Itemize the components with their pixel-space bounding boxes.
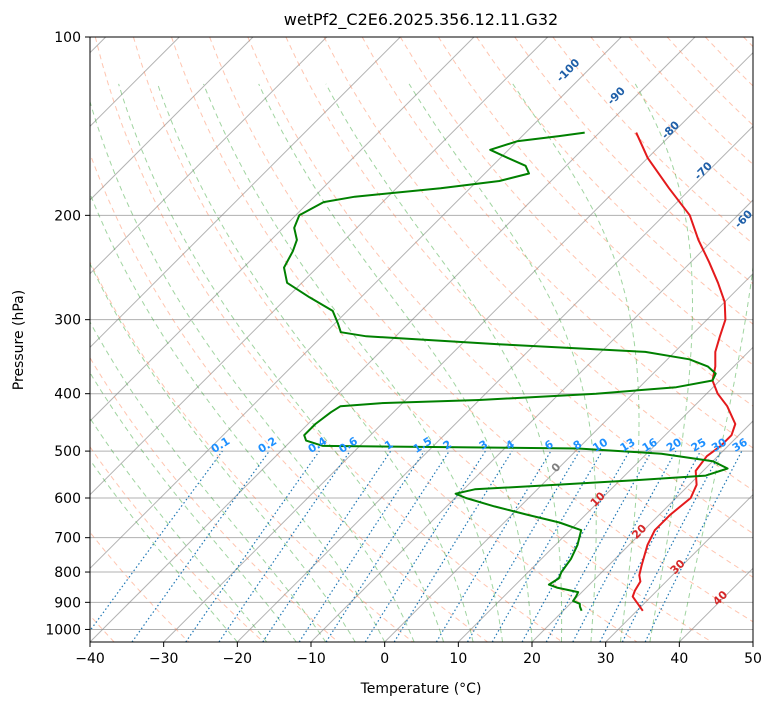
isotherm--10 [310, 199, 753, 642]
x-tick-label: 50 [744, 651, 762, 667]
profile-line-dewpoint [283, 131, 729, 612]
dry-adiabat [399, 37, 753, 407]
isotherm--90 [90, 37, 328, 275]
moist-adiabat [408, 83, 597, 642]
isotherm--60 [90, 37, 549, 496]
isotherm-10 [457, 346, 753, 642]
isotherm-30 [605, 493, 753, 642]
y-tick-label: 800 [54, 565, 81, 581]
x-tick-label: 30 [597, 651, 615, 667]
x-tick-label: 20 [523, 651, 541, 667]
x-axis-label: Temperature (°C) [360, 681, 482, 697]
profile-line-temperature [631, 132, 737, 612]
y-tick-label: 200 [54, 208, 81, 224]
moist-adiabat [90, 321, 327, 642]
y-tick-label: 600 [54, 491, 81, 507]
dry-adiabat [90, 446, 264, 642]
dry-adiabat [209, 37, 753, 623]
x-tick-label: −20 [223, 651, 253, 667]
isotherm--40 [90, 37, 696, 642]
y-tick-label: 300 [54, 313, 81, 329]
y-tick-label: 700 [54, 531, 81, 547]
dry-adiabat [247, 37, 753, 578]
plot-frame [89, 36, 754, 643]
x-tick-label: −10 [296, 651, 326, 667]
moist-adiabat [157, 83, 474, 642]
isotherm-0 [384, 272, 753, 642]
isotherm--30 [163, 51, 753, 642]
dry-adiabat [437, 37, 753, 366]
mixing-ratio-line-2 [325, 450, 450, 642]
y-axis-label: Pressure (hPa) [11, 290, 27, 390]
dry-adiabat [323, 37, 753, 491]
moist-adiabat [258, 83, 533, 642]
background-lines [90, 37, 753, 642]
dry-adiabat [361, 37, 753, 449]
moist-adiabat [90, 192, 386, 642]
x-tick-label: 10 [449, 651, 467, 667]
moist-adiabat [90, 262, 356, 642]
y-tick-label: 900 [54, 595, 81, 611]
isotherm--70 [90, 37, 475, 422]
x-tick-label: −40 [75, 651, 105, 667]
x-tick-label: 0 [380, 651, 389, 667]
moist-adiabat [203, 83, 503, 642]
moist-adiabat [512, 83, 640, 642]
y-tick-label: 1000 [45, 622, 81, 638]
mixing-ratio-line-0.6 [218, 450, 351, 642]
mixing-ratio-line-16 [545, 450, 653, 642]
mixing-ratio-line-4 [393, 450, 513, 642]
mixing-ratio-line-1.5 [298, 450, 425, 642]
mixing-ratio-line-0.2 [131, 450, 270, 642]
isotherm--50 [90, 37, 622, 570]
chart-title: wetPf2_C2E6.2025.356.12.11.G32 [284, 10, 558, 30]
y-tick-label: 100 [54, 30, 81, 46]
mixing-ratio-line-0.1 [90, 450, 223, 632]
moist-adiabat [678, 83, 753, 642]
axis-ticks: −40 −30 −20 −10 0 10 20 30 40 50 1000 900 800 700 600 5… [45, 30, 762, 667]
mixing-ratio-line-36 [644, 450, 743, 642]
dry-adiabat [94, 37, 563, 642]
x-tick-label: 40 [670, 651, 688, 667]
moist-adiabat [325, 83, 563, 642]
mixing-ratio-line-13 [521, 450, 631, 642]
isotherm--20 [236, 125, 753, 642]
mixing-ratio-line-20 [572, 450, 677, 642]
mixing-ratio-line-0.4 [185, 450, 320, 642]
dry-adiabat [171, 37, 712, 642]
dry-adiabat [132, 37, 638, 642]
isotherm-20 [531, 420, 753, 642]
y-tick-label: 400 [54, 387, 81, 403]
mixing-ratio-line-1 [262, 450, 392, 642]
y-tick-label: 500 [54, 444, 81, 460]
dry-adiabat [90, 152, 488, 642]
series-layer [283, 131, 737, 612]
x-tick-label: −30 [149, 651, 179, 667]
isotherm--80 [90, 37, 401, 349]
isotherm--100 [90, 37, 254, 201]
moist-adiabat [90, 99, 415, 642]
